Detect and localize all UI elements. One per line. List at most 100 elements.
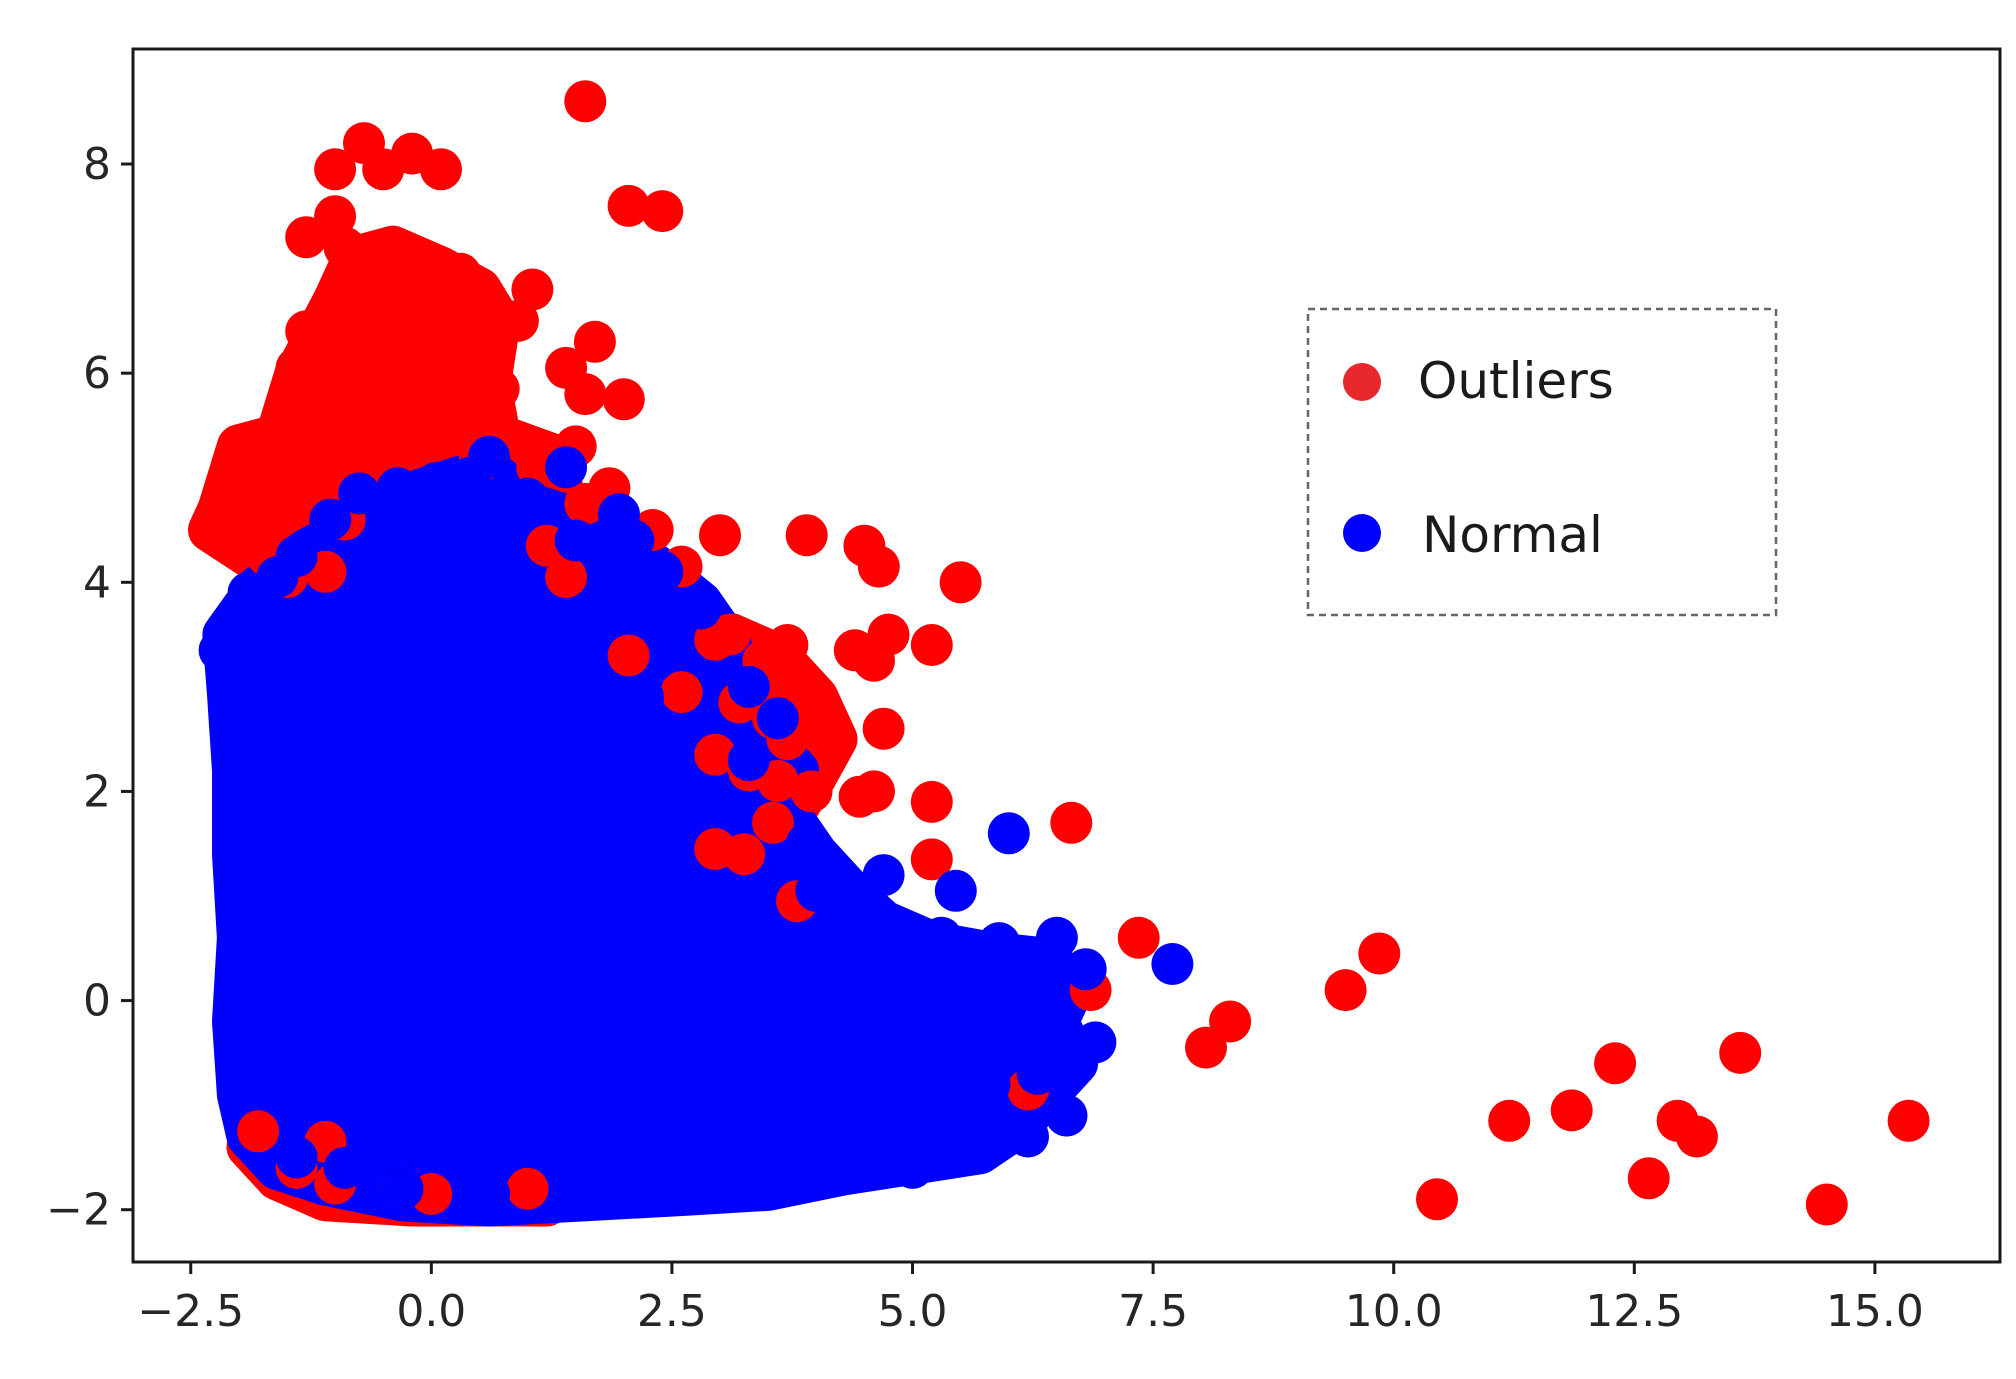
outliers-point [1719,1031,1762,1074]
normal-point [554,519,597,562]
x-tick-label: 10.0 [1345,1286,1443,1337]
normal-point [679,587,722,630]
outliers-point [362,336,405,379]
normal-point [222,1010,265,1053]
outliers-point [573,320,616,363]
x-tick-label: 15.0 [1826,1286,1924,1337]
outliers-point [343,279,385,321]
outliers-point [362,148,405,191]
x-tick-label: 0.0 [396,1286,466,1337]
outliers-point [275,346,318,389]
normal-point [650,1162,693,1205]
y-tick-label: −2 [46,1185,111,1236]
outliers-point [285,310,328,353]
normal-point [309,498,352,541]
outliers-point [785,514,828,557]
normal-point [804,943,847,985]
normal-point [1074,1021,1117,1064]
outliers-point [323,226,366,269]
normal-point [920,916,963,959]
outliers-point [790,770,833,813]
normal-point [968,1063,1011,1106]
normal-point [785,822,828,865]
outliers-point [362,409,405,452]
legend-frame [1306,307,1778,617]
normal-point [275,1136,318,1179]
outliers-point [564,482,607,525]
outliers-point [314,148,357,191]
normal-point [227,571,270,614]
outliers-point [506,1167,549,1210]
outliers-point [853,639,895,682]
outliers-point [1887,1099,1930,1142]
outliers-point [304,399,347,442]
normal-point [506,477,549,520]
normal-point [352,1136,395,1179]
x-tick-label: 12.5 [1585,1286,1683,1337]
outliers-point [785,671,828,714]
normal-point [930,1115,972,1158]
outliers-point [400,289,443,332]
legend-marker-outliers [1343,363,1381,401]
y-tick-label: 4 [83,557,111,608]
normal-point [227,739,270,782]
normal-point [939,1026,982,1069]
normal-point [641,550,684,593]
outliers-point [910,624,953,666]
outliers-point [203,482,246,525]
outliers-point [564,80,607,123]
normal-point [1064,948,1107,991]
y-axis: −2 0 2 4 6 8 [46,139,133,1236]
normal-point [987,812,1030,855]
outliers-point [660,671,703,714]
normal-point [853,911,895,954]
outliers-point [511,268,554,311]
outliers-point [838,775,881,818]
outliers-point [1117,916,1160,959]
normal-point [381,1167,424,1210]
x-tick-label: −2.5 [137,1286,244,1337]
outliers-point [323,315,366,358]
outliers-point [448,320,491,363]
normal-point [978,922,1021,965]
outliers-point [439,252,482,295]
normal-point [1016,1052,1059,1095]
y-tick-label: 0 [83,976,111,1027]
normal-point [987,995,1030,1038]
normal-series [198,435,1194,1215]
normal-point [237,843,280,886]
normal-point [843,1042,886,1085]
normal-point [237,895,280,938]
normal-point [862,854,905,897]
outliers-point [434,394,477,436]
normal-point [1045,1094,1088,1137]
outliers-point [545,556,588,599]
normal-point [891,1146,934,1189]
outliers-point [1416,1178,1458,1221]
outliers-point [1805,1183,1848,1226]
outliers-point [602,378,645,421]
normal-point [545,446,588,489]
legend-label-outliers: Outliers [1418,352,1614,410]
normal-point [1007,1115,1049,1158]
x-tick-label: 2.5 [637,1286,707,1337]
outliers-point [910,838,953,881]
outliers-point [752,801,794,844]
legend-marker-normal [1343,514,1381,552]
plot-frame [131,47,2002,1264]
outliers-point [1550,1089,1593,1132]
normal-point [824,890,867,933]
outliers-point [333,378,376,421]
outliers-point [410,352,453,395]
outliers-point [1488,1099,1531,1142]
normal-point [1151,943,1194,985]
normal-point [227,953,270,996]
normal-point [593,1157,636,1200]
normal-point [376,467,419,510]
normal-point [217,791,260,834]
y-tick-label: 8 [83,139,111,190]
outliers-point [723,833,766,876]
normal-point [795,869,838,912]
outliers-point [694,733,737,776]
